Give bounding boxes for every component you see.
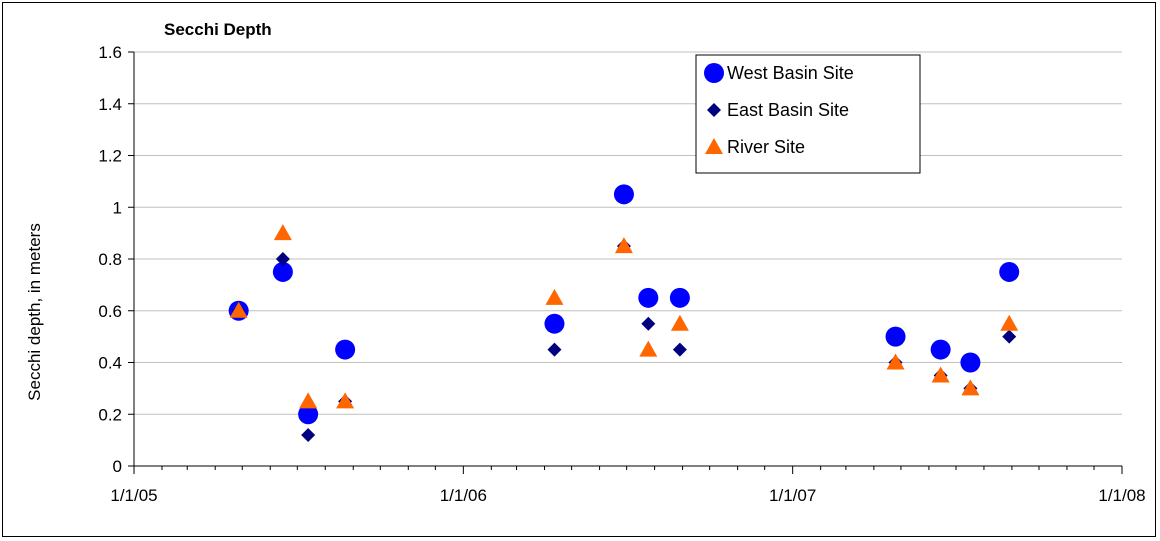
- east-basin-site-point: [547, 342, 562, 357]
- river-site-point: [273, 224, 292, 241]
- east-basin-site-point: [641, 316, 656, 331]
- legend-label-east-basin-site: East Basin Site: [727, 100, 849, 120]
- y-tick-label: 0.4: [98, 354, 122, 373]
- legend-marker-west-basin-site: [704, 63, 724, 83]
- x-tick-label: 1/1/06: [440, 486, 487, 505]
- data-points: [228, 184, 1020, 442]
- west-basin-site-point: [960, 352, 981, 373]
- legend-box: [695, 54, 921, 174]
- y-tick-label: 0.6: [98, 302, 122, 321]
- west-basin-site-point: [930, 339, 951, 360]
- river-site-point: [931, 366, 950, 383]
- chart-title: Secchi Depth: [164, 20, 272, 39]
- y-tick-label: 1.6: [98, 43, 122, 62]
- river-site-point: [639, 340, 658, 357]
- y-tick-label: 0: [113, 457, 122, 476]
- legend-label-west-basin-site: West Basin Site: [727, 63, 854, 83]
- y-tick-label: 0.8: [98, 250, 122, 269]
- x-tick-label: 1/1/05: [110, 486, 157, 505]
- y-tick-label: 1.2: [98, 147, 122, 166]
- legend-marker-river-site: [705, 138, 723, 154]
- east-basin-site-point: [275, 252, 290, 266]
- east-basin-site-point: [301, 427, 316, 442]
- river-site-point: [229, 301, 248, 318]
- river-site-point: [545, 288, 564, 305]
- west-basin-site-point: [544, 313, 565, 334]
- west-basin-site-point: [885, 326, 906, 347]
- river-site-point: [614, 237, 633, 254]
- west-basin-site-point: [272, 261, 293, 282]
- west-basin-site-point: [613, 184, 634, 205]
- river-site-point: [886, 353, 905, 370]
- east-basin-site-point: [1002, 329, 1017, 344]
- y-tick-label: 1.4: [98, 95, 122, 114]
- y-axis-title: Secchi depth, in meters: [25, 223, 44, 401]
- river-site-point: [1000, 314, 1019, 331]
- west-basin-site-point: [298, 404, 319, 425]
- legend-marker-east-basin-site: [707, 103, 721, 117]
- west-basin-site-point: [999, 261, 1020, 282]
- x-tick-label: 1/1/07: [769, 486, 816, 505]
- y-tick-label: 0.2: [98, 405, 122, 424]
- west-basin-site-point: [669, 287, 690, 308]
- west-basin-site-point: [638, 287, 659, 308]
- x-tick-label: 1/1/08: [1098, 486, 1145, 505]
- river-site-point: [336, 392, 355, 409]
- west-basin-site-point: [335, 339, 356, 360]
- axes: 0 0.2 0.4 0.6 0.8 1 1.2 1.4 1.6 1/1/05 1/1/06 1/1/0…: [98, 43, 1145, 505]
- river-site-point: [299, 392, 318, 409]
- river-site-point: [670, 314, 689, 331]
- river-site-point: [961, 379, 980, 396]
- legend: West Basin Site East Basin Site River Site: [695, 54, 921, 174]
- east-basin-site-point: [672, 342, 687, 357]
- y-tick-label: 1: [113, 198, 122, 217]
- legend-label-river-site: River Site: [727, 137, 805, 157]
